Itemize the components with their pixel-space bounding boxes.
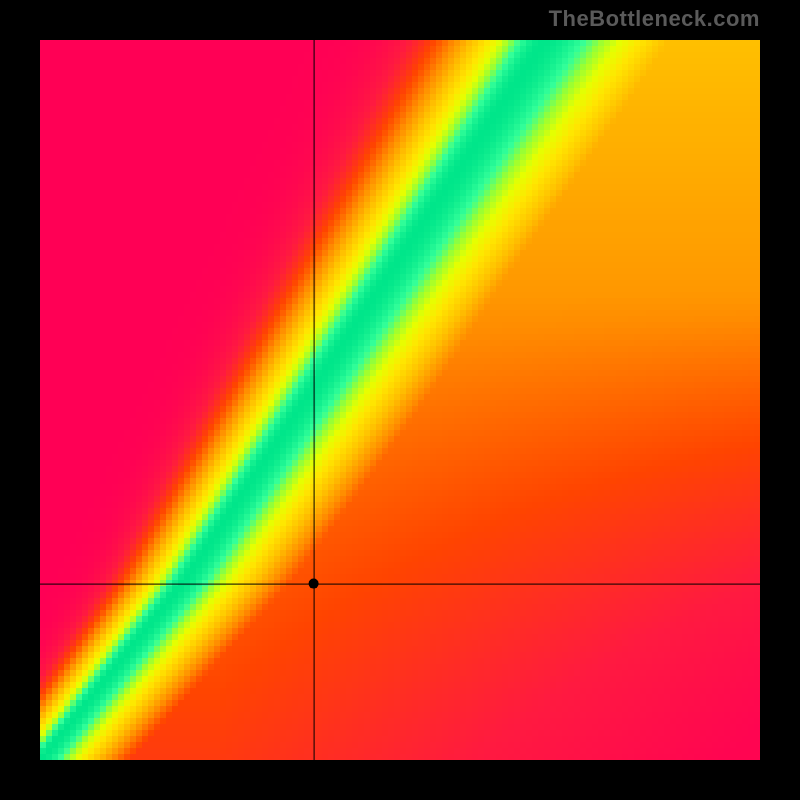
heatmap-canvas [40,40,760,760]
watermark-text: TheBottleneck.com [549,6,760,32]
chart-container: TheBottleneck.com [0,0,800,800]
